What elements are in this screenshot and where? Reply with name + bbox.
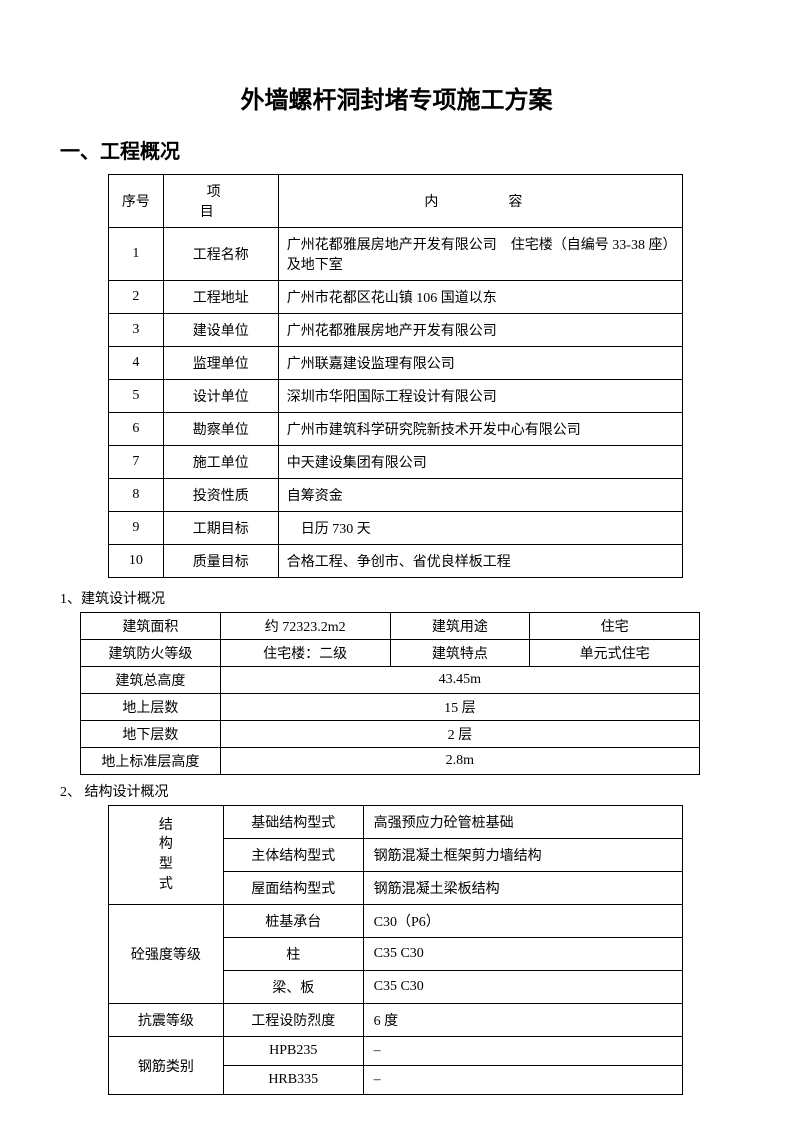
building-design-table: 建筑面积 约 72323.2m2 建筑用途 住宅 建筑防火等级 住宅楼：二级 建… bbox=[80, 612, 700, 775]
cell-content: 广州联嘉建设监理有限公司 bbox=[278, 347, 682, 380]
cell-seq: 2 bbox=[109, 281, 164, 314]
cell-sub-label: HRB335 bbox=[223, 1066, 363, 1095]
cell-item: 质量目标 bbox=[163, 545, 278, 578]
cell-item: 建设单位 bbox=[163, 314, 278, 347]
cell-label: 建筑面积 bbox=[81, 613, 221, 640]
cell-value: 高强预应力砼管桩基础 bbox=[363, 806, 682, 839]
cell-item: 勘察单位 bbox=[163, 413, 278, 446]
cell-label: 地下层数 bbox=[81, 721, 221, 748]
cell-item: 投资性质 bbox=[163, 479, 278, 512]
col-item: 项 目 bbox=[163, 175, 278, 228]
cell-sub-label: 屋面结构型式 bbox=[223, 872, 363, 905]
table-row: 结 构 型 式 基础结构型式 高强预应力砼管桩基础 bbox=[109, 806, 683, 839]
cell-content: 中天建设集团有限公司 bbox=[278, 446, 682, 479]
structure-design-table: 结 构 型 式 基础结构型式 高强预应力砼管桩基础 主体结构型式 钢筋混凝土框架… bbox=[108, 805, 683, 1095]
cell-label: 地上标准层高度 bbox=[81, 748, 221, 775]
cell-value: 43.45m bbox=[220, 667, 699, 694]
cell-sub-label: 桩基承台 bbox=[223, 905, 363, 938]
section-3-header: 2、 结构设计概况 bbox=[60, 781, 733, 801]
cell-sub-label: 基础结构型式 bbox=[223, 806, 363, 839]
cell-sub-label: 主体结构型式 bbox=[223, 839, 363, 872]
cell-content: 广州市建筑科学研究院新技术开发中心有限公司 bbox=[278, 413, 682, 446]
table-row: 2 工程地址 广州市花都区花山镇 106 国道以东 bbox=[109, 281, 683, 314]
cell-item: 监理单位 bbox=[163, 347, 278, 380]
cell-group-label: 结 构 型 式 bbox=[109, 806, 224, 905]
cell-sub-label: 梁、板 bbox=[223, 971, 363, 1004]
cell-value: C35 C30 bbox=[363, 938, 682, 971]
cell-seq: 6 bbox=[109, 413, 164, 446]
table-row: 地下层数 2 层 bbox=[81, 721, 700, 748]
cell-value: 钢筋混凝土框架剪力墙结构 bbox=[363, 839, 682, 872]
cell-value: 15 层 bbox=[220, 694, 699, 721]
cell-item: 工期目标 bbox=[163, 512, 278, 545]
cell-label: 建筑用途 bbox=[390, 613, 530, 640]
cell-sub-label: 柱 bbox=[223, 938, 363, 971]
cell-value: 单元式住宅 bbox=[530, 640, 700, 667]
cell-value: 6 度 bbox=[363, 1004, 682, 1037]
cell-item: 施工单位 bbox=[163, 446, 278, 479]
cell-seq: 4 bbox=[109, 347, 164, 380]
table-row: 8 投资性质 自筹资金 bbox=[109, 479, 683, 512]
cell-value: 住宅楼：二级 bbox=[220, 640, 390, 667]
cell-value: 住宅 bbox=[530, 613, 700, 640]
table-row: 1 工程名称 广州花都雅展房地产开发有限公司 住宅楼（自编号 33-38 座）及… bbox=[109, 228, 683, 281]
cell-label: 建筑特点 bbox=[390, 640, 530, 667]
table-row: 6 勘察单位 广州市建筑科学研究院新技术开发中心有限公司 bbox=[109, 413, 683, 446]
table-row: 建筑防火等级 住宅楼：二级 建筑特点 单元式住宅 bbox=[81, 640, 700, 667]
cell-value: 钢筋混凝土梁板结构 bbox=[363, 872, 682, 905]
cell-value: C35 C30 bbox=[363, 971, 682, 1004]
cell-content: 广州市花都区花山镇 106 国道以东 bbox=[278, 281, 682, 314]
cell-content: 自筹资金 bbox=[278, 479, 682, 512]
table-row: 地上标准层高度 2.8m bbox=[81, 748, 700, 775]
cell-item: 工程地址 bbox=[163, 281, 278, 314]
cell-seq: 10 bbox=[109, 545, 164, 578]
cell-seq: 1 bbox=[109, 228, 164, 281]
cell-content: 广州花都雅展房地产开发有限公司 bbox=[278, 314, 682, 347]
table-row: 5 设计单位 深圳市华阳国际工程设计有限公司 bbox=[109, 380, 683, 413]
table-row: 砼强度等级 桩基承台 C30（P6） bbox=[109, 905, 683, 938]
cell-label: 建筑总高度 bbox=[81, 667, 221, 694]
cell-label: 地上层数 bbox=[81, 694, 221, 721]
cell-item: 工程名称 bbox=[163, 228, 278, 281]
cell-value: 2.8m bbox=[220, 748, 699, 775]
col-seq: 序号 bbox=[109, 175, 164, 228]
col-content: 内 容 bbox=[278, 175, 682, 228]
cell-content: 深圳市华阳国际工程设计有限公司 bbox=[278, 380, 682, 413]
table-header-row: 序号 项 目 内 容 bbox=[109, 175, 683, 228]
table-row: 9 工期目标 日历 730 天 bbox=[109, 512, 683, 545]
cell-content: 广州花都雅展房地产开发有限公司 住宅楼（自编号 33-38 座）及地下室 bbox=[278, 228, 682, 281]
table-row: 7 施工单位 中天建设集团有限公司 bbox=[109, 446, 683, 479]
cell-item: 设计单位 bbox=[163, 380, 278, 413]
table-row: 4 监理单位 广州联嘉建设监理有限公司 bbox=[109, 347, 683, 380]
cell-seq: 9 bbox=[109, 512, 164, 545]
table-row: 钢筋类别 HPB235 – bbox=[109, 1037, 683, 1066]
cell-group-label: 钢筋类别 bbox=[109, 1037, 224, 1095]
table-row: 10 质量目标 合格工程、争创市、省优良样板工程 bbox=[109, 545, 683, 578]
cell-label: 建筑防火等级 bbox=[81, 640, 221, 667]
cell-seq: 8 bbox=[109, 479, 164, 512]
cell-group-label: 抗震等级 bbox=[109, 1004, 224, 1037]
table-row: 3 建设单位 广州花都雅展房地产开发有限公司 bbox=[109, 314, 683, 347]
cell-sub-label: HPB235 bbox=[223, 1037, 363, 1066]
section-2-header: 1、建筑设计概况 bbox=[60, 588, 733, 608]
table-row: 地上层数 15 层 bbox=[81, 694, 700, 721]
cell-content: 合格工程、争创市、省优良样板工程 bbox=[278, 545, 682, 578]
cell-value: – bbox=[363, 1037, 682, 1066]
cell-value: C30（P6） bbox=[363, 905, 682, 938]
cell-value: 2 层 bbox=[220, 721, 699, 748]
project-overview-table: 序号 项 目 内 容 1 工程名称 广州花都雅展房地产开发有限公司 住宅楼（自编… bbox=[108, 174, 683, 578]
table-row: 建筑面积 约 72323.2m2 建筑用途 住宅 bbox=[81, 613, 700, 640]
cell-seq: 3 bbox=[109, 314, 164, 347]
cell-value: 约 72323.2m2 bbox=[220, 613, 390, 640]
cell-seq: 5 bbox=[109, 380, 164, 413]
section-1-header: 一、工程概况 bbox=[60, 135, 733, 164]
cell-sub-label: 工程设防烈度 bbox=[223, 1004, 363, 1037]
cell-value: – bbox=[363, 1066, 682, 1095]
table-row: 抗震等级 工程设防烈度 6 度 bbox=[109, 1004, 683, 1037]
cell-content: 日历 730 天 bbox=[278, 512, 682, 545]
page-title: 外墙螺杆洞封堵专项施工方案 bbox=[60, 80, 733, 115]
table-row: 建筑总高度 43.45m bbox=[81, 667, 700, 694]
cell-seq: 7 bbox=[109, 446, 164, 479]
cell-group-label: 砼强度等级 bbox=[109, 905, 224, 1004]
